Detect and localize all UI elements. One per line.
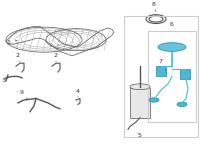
Text: 2: 2: [54, 53, 58, 62]
Text: 2: 2: [16, 53, 20, 62]
Text: 6: 6: [170, 22, 174, 27]
Ellipse shape: [149, 98, 159, 102]
Text: 5: 5: [138, 133, 142, 138]
Ellipse shape: [177, 102, 187, 107]
Text: 9: 9: [20, 90, 28, 100]
Bar: [180, 69, 190, 79]
Text: 1: 1: [6, 40, 17, 45]
Bar: [156, 66, 166, 76]
Ellipse shape: [130, 84, 150, 90]
Text: 4: 4: [76, 89, 80, 97]
Bar: [124, 16, 198, 137]
Bar: [148, 31, 196, 122]
Text: 3: 3: [2, 78, 6, 83]
Text: 7: 7: [158, 59, 166, 71]
Ellipse shape: [158, 43, 186, 51]
Text: 8: 8: [152, 2, 156, 12]
Bar: [130, 88, 150, 118]
